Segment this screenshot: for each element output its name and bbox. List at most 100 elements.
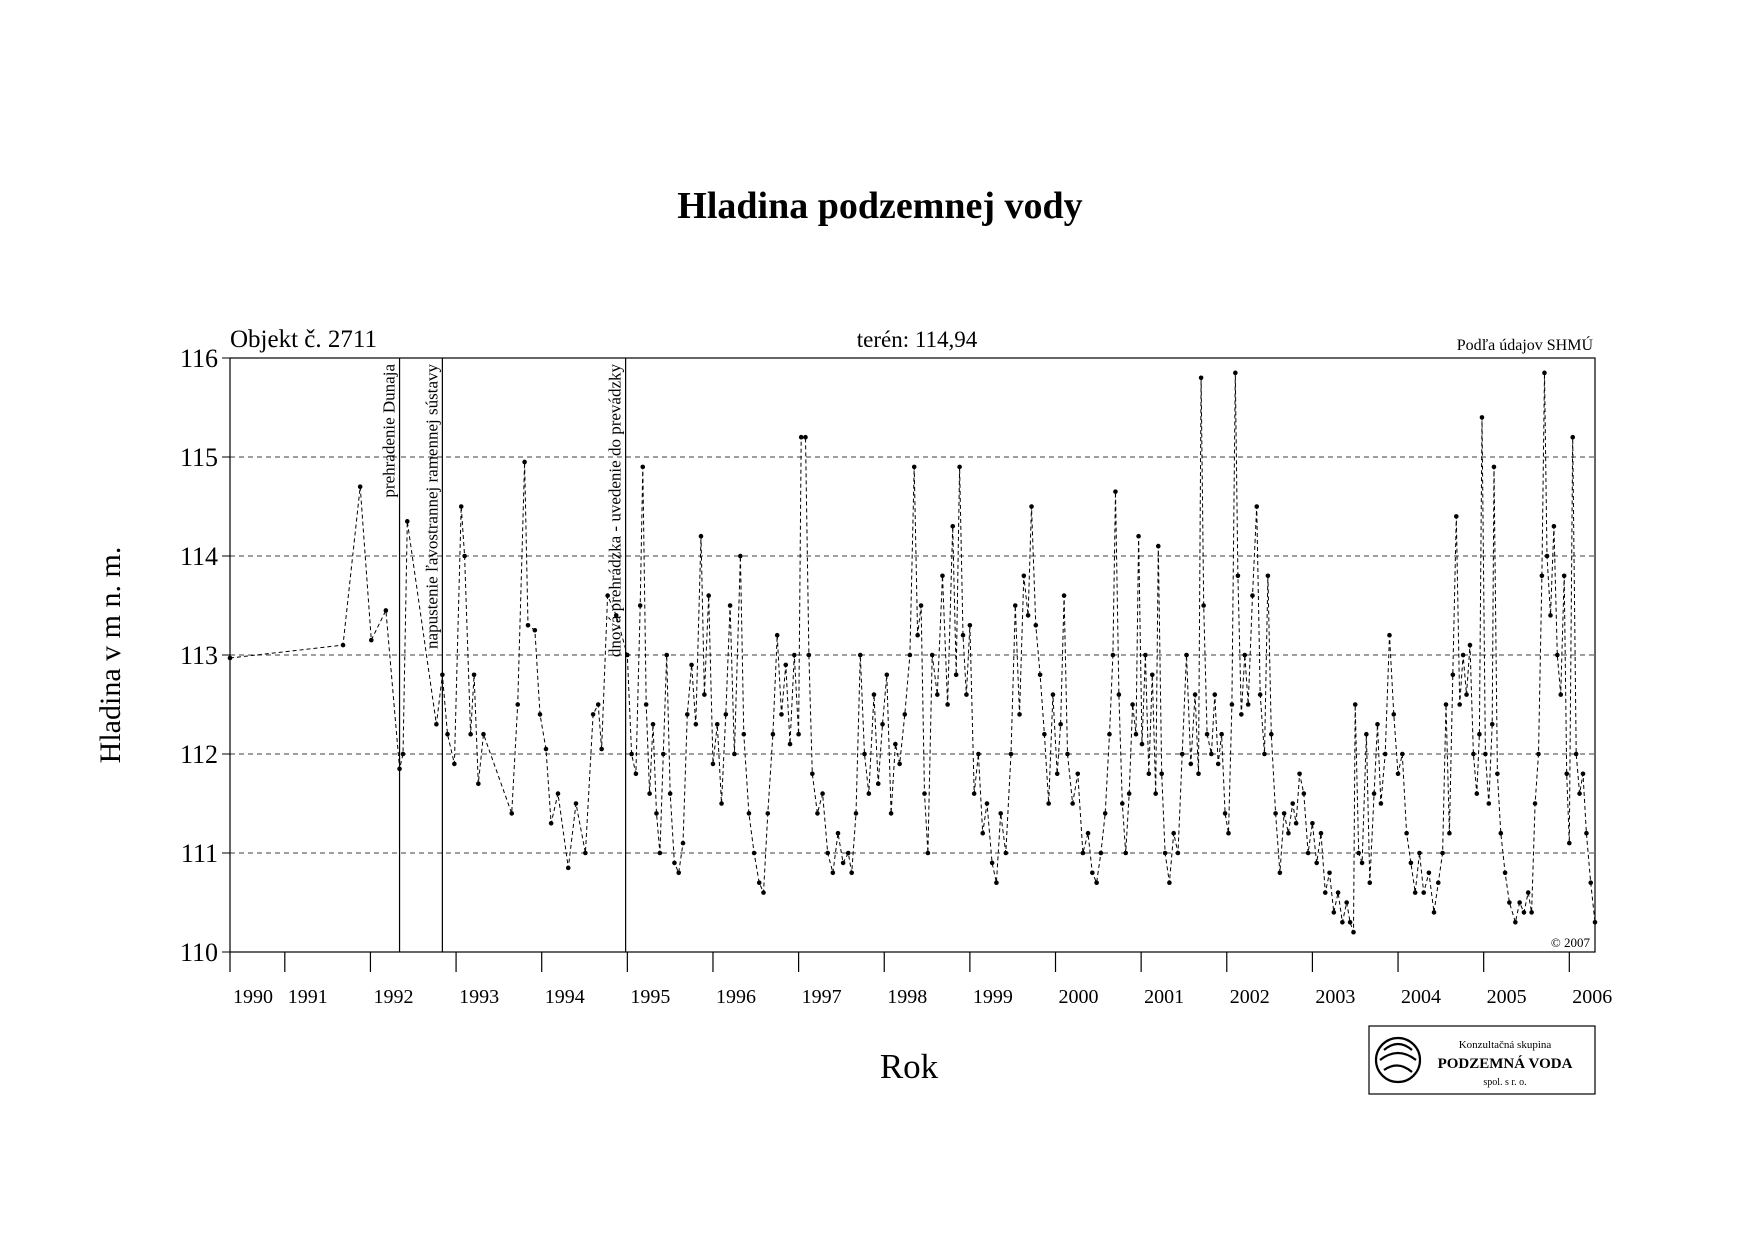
data-point [723, 712, 729, 717]
data-point [1235, 573, 1241, 579]
data-point [845, 850, 851, 856]
data-point [590, 712, 596, 717]
logo-box [1368, 1025, 1596, 1095]
data-point [595, 702, 601, 707]
data-point [525, 623, 531, 628]
data-point [1359, 860, 1365, 866]
data-point [1025, 613, 1031, 618]
data-point [1351, 929, 1356, 935]
data-point [1536, 751, 1541, 757]
data-point [629, 751, 634, 757]
data-point [945, 702, 950, 707]
data-point [471, 672, 477, 678]
data-point [727, 603, 733, 608]
data-point [1340, 920, 1345, 925]
data-point [1188, 761, 1194, 767]
data-point [1371, 791, 1377, 796]
data-point [1219, 731, 1224, 737]
data-point [1242, 652, 1248, 658]
data-point [640, 464, 646, 470]
data-point [779, 712, 784, 717]
data-point [672, 860, 677, 866]
data-point [583, 850, 588, 856]
data-point [1003, 850, 1009, 856]
data-point [1521, 910, 1527, 915]
data-point [884, 672, 890, 678]
data-point [1580, 771, 1586, 777]
data-point [1517, 900, 1522, 905]
data-point [1037, 672, 1043, 678]
data-point [792, 652, 797, 658]
event-label: napustenie ľavostrannej ramennej sústavy [422, 364, 441, 649]
data-point [1457, 702, 1462, 707]
data-point [1046, 801, 1051, 806]
data-point [1318, 830, 1324, 836]
data-point [1110, 652, 1116, 658]
data-point [676, 870, 682, 876]
data-point [1130, 702, 1135, 707]
data-point [1542, 370, 1547, 376]
data-point [1584, 830, 1589, 836]
data-point [1245, 702, 1251, 707]
data-point [1149, 672, 1155, 678]
data-point [445, 731, 450, 737]
data-point [1198, 375, 1204, 381]
x-tick-label: 1993 [459, 986, 499, 1008]
data-point [1136, 533, 1141, 539]
data-point [761, 890, 766, 895]
data-point [548, 821, 554, 826]
data-point [1116, 692, 1122, 697]
data-point [765, 811, 771, 816]
data-point [1179, 751, 1185, 757]
x-tick-label: 1997 [802, 986, 842, 1008]
data-point [1226, 830, 1231, 836]
chart-title: Hladina podzemnej vody [677, 185, 1082, 227]
data-point [1440, 850, 1445, 856]
data-point [1435, 880, 1441, 885]
data-point [1513, 920, 1518, 925]
data-point [915, 632, 920, 638]
data-point [1558, 692, 1564, 697]
data-point [368, 637, 374, 643]
data-point [1080, 850, 1086, 856]
data-point [940, 573, 945, 579]
data-point [810, 771, 815, 777]
data-point [774, 632, 780, 638]
data-point [796, 731, 801, 737]
data-point [835, 830, 841, 836]
data-point [434, 722, 439, 727]
data-point [746, 811, 752, 816]
data-point [1098, 850, 1104, 856]
x-tick-label: 2002 [1230, 986, 1270, 1008]
data-point [543, 746, 549, 752]
data-point [633, 771, 639, 777]
data-point [1356, 850, 1361, 856]
data-point [751, 850, 757, 856]
data-point [957, 464, 962, 470]
data-point [1273, 811, 1278, 816]
data-point [404, 519, 410, 524]
data-point [1269, 731, 1274, 737]
data-point [922, 791, 927, 796]
data-point [698, 533, 704, 539]
data-point [1229, 702, 1235, 707]
data-point [1417, 850, 1422, 856]
data-point [964, 692, 969, 697]
data-point [871, 692, 877, 697]
data-point [953, 672, 959, 678]
data-point [357, 484, 363, 490]
data-point [967, 623, 973, 628]
data-point [1529, 910, 1534, 915]
y-tick-label: 110 [180, 938, 218, 967]
data-point [1431, 910, 1437, 915]
data-point [515, 702, 521, 707]
x-tick-label: 1990 [233, 986, 273, 1008]
data-point [643, 702, 649, 707]
data-point [1507, 900, 1512, 905]
data-point [1222, 811, 1228, 816]
data-point [1286, 830, 1291, 836]
data-point [1120, 801, 1125, 806]
data-point [1254, 504, 1260, 509]
data-point [1408, 860, 1414, 866]
data-point [1498, 830, 1504, 836]
